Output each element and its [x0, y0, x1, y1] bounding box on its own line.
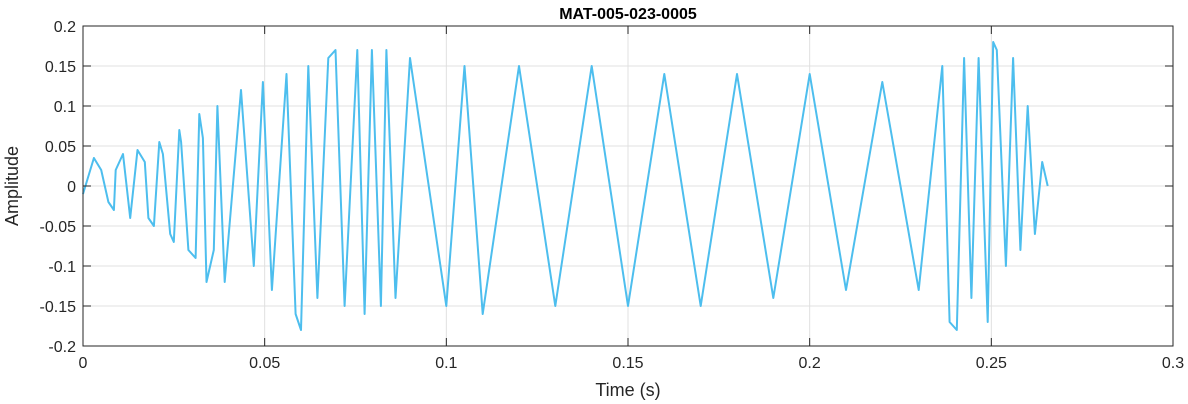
y-tick-label: -0.1: [48, 259, 76, 276]
x-tick-label: 0: [79, 355, 88, 372]
tick-marks: [82, 25, 1174, 347]
x-tick-label: 0.05: [249, 355, 280, 372]
x-tick-label: 0.2: [799, 355, 821, 372]
y-tick-label: 0.05: [45, 139, 76, 156]
x-tick-label: 0.25: [976, 355, 1007, 372]
chart-title: MAT-005-023-0005: [559, 6, 697, 23]
y-tick-label: -0.15: [40, 299, 77, 316]
y-tick-labels: -0.2 -0.15 -0.1 -0.05 0 0.05 0.1 0.15 0.2: [40, 19, 77, 356]
x-tick-label: 0.1: [435, 355, 457, 372]
y-tick-label: 0.2: [54, 19, 76, 36]
x-tick-label: 0.15: [612, 355, 643, 372]
y-tick-label: -0.05: [40, 219, 77, 236]
x-tick-label: 0.3: [1162, 355, 1184, 372]
y-tick-label: 0.1: [54, 99, 76, 116]
waveform-series: [82, 41, 1049, 331]
y-axis-label: Amplitude: [2, 146, 22, 226]
waveform-line: [82, 41, 1049, 331]
y-tick-label: -0.2: [48, 339, 76, 356]
x-axis-label: Time (s): [595, 380, 660, 400]
y-tick-label: 0.15: [45, 59, 76, 76]
x-tick-labels: 0 0.05 0.1 0.15 0.2 0.25 0.3: [79, 355, 1185, 372]
y-tick-label: 0: [67, 179, 76, 196]
